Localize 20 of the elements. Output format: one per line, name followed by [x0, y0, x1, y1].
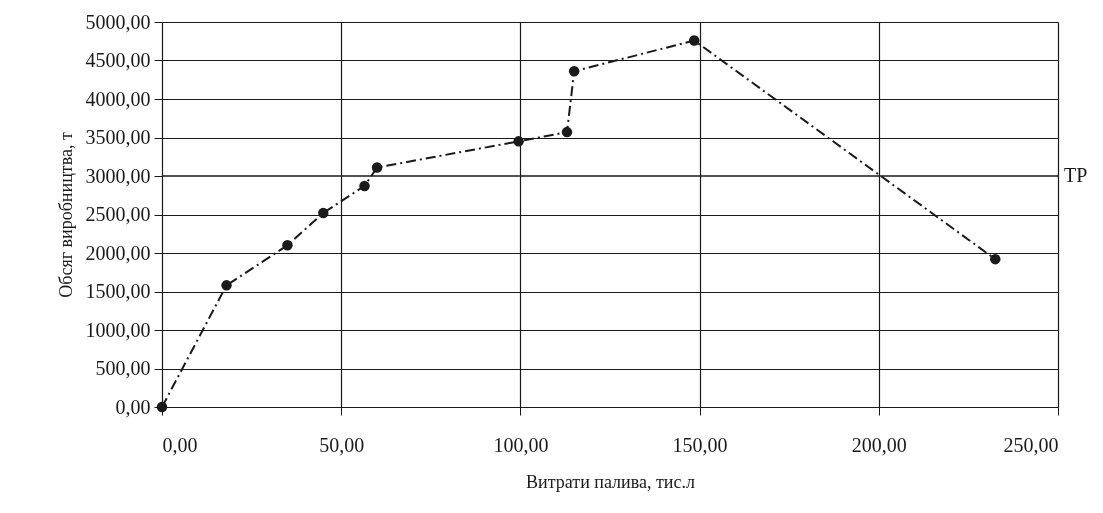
- x-tick-label: 100,00: [493, 433, 549, 456]
- y-tick-label: 500,00: [95, 357, 151, 379]
- y-tick-label: 0,00: [115, 395, 151, 418]
- y-tick-label: 2000,00: [85, 241, 151, 264]
- x-tick-label: 0,00: [162, 433, 198, 456]
- x-tick-label: 50,00: [319, 433, 365, 456]
- y-tick-label: 4500,00: [85, 49, 151, 71]
- x-tick-label: 250,00: [1003, 433, 1059, 456]
- x-axis-title: Витрати палива, тис.л: [526, 471, 695, 492]
- y-axis-title: Обсяг виробництва, т: [55, 132, 76, 298]
- x-tick-label: 200,00: [851, 433, 907, 456]
- y-tick-label: 1000,00: [85, 318, 151, 341]
- y-tick-label: 4000,00: [85, 87, 151, 110]
- x-tick-label: 150,00: [672, 433, 728, 456]
- y-tick-label: 5000,00: [85, 10, 151, 33]
- y-tick-label: 1500,00: [85, 280, 151, 302]
- y-tick-label: 2500,00: [85, 203, 151, 225]
- y-tick-label: 3000,00: [85, 164, 151, 187]
- y-tick-label: 3500,00: [85, 126, 151, 148]
- ref-line-label: TP: [1064, 164, 1088, 186]
